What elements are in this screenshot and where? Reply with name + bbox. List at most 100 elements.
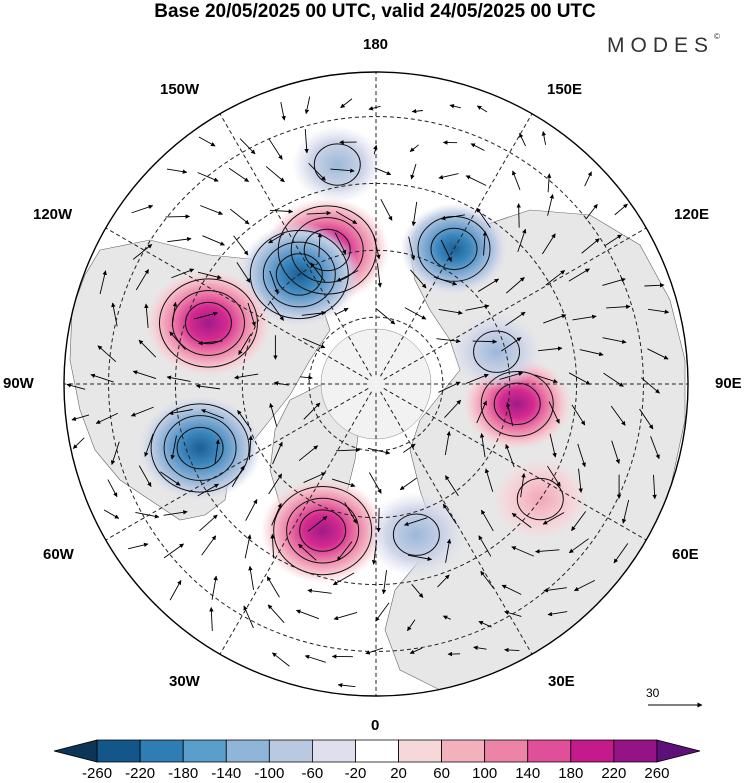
wind-vector <box>440 239 452 262</box>
wind-vector <box>438 173 459 180</box>
wind-vector <box>546 173 552 193</box>
wind-vector <box>581 238 600 254</box>
colorbar-swatch <box>570 739 615 763</box>
wind-vector <box>332 572 355 586</box>
wind-vector <box>535 549 560 554</box>
colorbar-swatch <box>527 739 572 763</box>
colorbar-tick-label: 20 <box>390 765 407 782</box>
wind-vector <box>169 331 186 351</box>
wind-vector <box>506 277 525 294</box>
wind-vector <box>465 304 490 311</box>
wind-vector <box>445 538 452 563</box>
wind-vector <box>304 654 326 663</box>
wind-vector <box>236 262 251 283</box>
graticule <box>64 72 688 696</box>
wind-vector <box>144 433 154 457</box>
wind-vector <box>170 435 177 460</box>
wind-vector <box>380 198 393 221</box>
wind-vector <box>237 409 252 431</box>
wind-vector <box>517 228 527 253</box>
wind-vector <box>198 340 223 346</box>
lon-label-120w: 120W <box>33 206 73 223</box>
wind-vector <box>209 607 214 631</box>
wind-vector <box>403 517 428 527</box>
colorbar-tick-label: -140 <box>211 765 242 782</box>
contour-siberia-high <box>493 382 541 426</box>
wind-vector <box>604 234 622 247</box>
wind-vector <box>307 515 328 532</box>
colorbar-tick-label: -220 <box>125 765 156 782</box>
arctic-region <box>320 328 432 440</box>
colorbar-swatch <box>484 739 529 763</box>
colorbar-tick-label: 180 <box>558 765 584 782</box>
vector-reference-label: 30 <box>646 686 660 700</box>
wind-vector <box>411 108 423 114</box>
colorbar-tick-label: 60 <box>433 765 450 782</box>
meridian <box>219 113 372 377</box>
colorbar-tick-label: -60 <box>301 765 324 782</box>
wind-vector <box>374 167 392 176</box>
wind-vector <box>442 615 451 620</box>
wind-vector <box>478 620 492 628</box>
wind-vector <box>511 546 534 557</box>
wind-vector <box>577 443 586 468</box>
wind-vector <box>298 543 317 561</box>
wind-vector <box>163 510 188 516</box>
wind-vector <box>584 171 592 187</box>
wind-vector <box>302 337 326 349</box>
wind-vector <box>306 210 332 216</box>
wind-vector <box>541 233 556 255</box>
wind-vector <box>166 168 188 174</box>
wind-vector <box>438 381 461 393</box>
contour-lines <box>150 143 564 576</box>
wind-vector <box>334 232 347 255</box>
contour-north-atlantic-high <box>286 497 360 564</box>
wind-vector <box>128 542 149 550</box>
colorbar-swatch <box>225 739 270 763</box>
wind-vector <box>103 509 120 519</box>
wind-vector <box>444 430 451 456</box>
lon-label-120e: 120E <box>674 206 710 223</box>
meridian <box>380 113 533 377</box>
colorbar-swatch <box>53 739 98 763</box>
wind-vector <box>247 302 256 327</box>
wind-vector <box>365 647 384 655</box>
wind-vector <box>505 443 515 468</box>
wind-vector <box>543 314 567 324</box>
wind-vector <box>233 235 249 256</box>
wind-vector <box>230 208 250 225</box>
wind-vector <box>621 499 630 524</box>
wind-vector <box>445 475 459 497</box>
wind-vector <box>317 232 323 258</box>
wind-vector <box>442 503 457 525</box>
wind-vector <box>367 447 391 455</box>
wind-vector <box>476 207 491 228</box>
wind-vector <box>571 404 586 426</box>
wind-vector <box>399 477 417 491</box>
wind-vector <box>330 168 355 173</box>
wind-vector <box>336 270 359 282</box>
contour-north-atlantic-high <box>273 485 373 576</box>
wind-vector <box>547 611 568 617</box>
wind-vector <box>234 373 259 380</box>
wind-vector <box>403 443 416 453</box>
wind-vector <box>269 402 278 427</box>
wind-vector <box>269 270 279 294</box>
wind-vector <box>197 172 219 182</box>
wind-vector <box>610 405 626 426</box>
contour-alaska-low <box>249 229 349 320</box>
colorbar-swatch <box>311 739 356 763</box>
wind-vector <box>381 569 388 595</box>
anomaly-north-atlantic-high <box>260 477 385 584</box>
wind-vector <box>404 307 427 320</box>
wind-vector <box>504 610 522 617</box>
wind-vector <box>169 579 182 601</box>
wind-vector <box>195 384 221 390</box>
colorbar-tick-label: 140 <box>515 765 541 782</box>
wind-vector <box>440 214 465 221</box>
wind-vector <box>470 143 485 151</box>
wind-vector <box>248 565 255 590</box>
wind-vector <box>602 277 626 286</box>
wind-vector <box>72 437 85 449</box>
wind-vector <box>194 311 218 320</box>
